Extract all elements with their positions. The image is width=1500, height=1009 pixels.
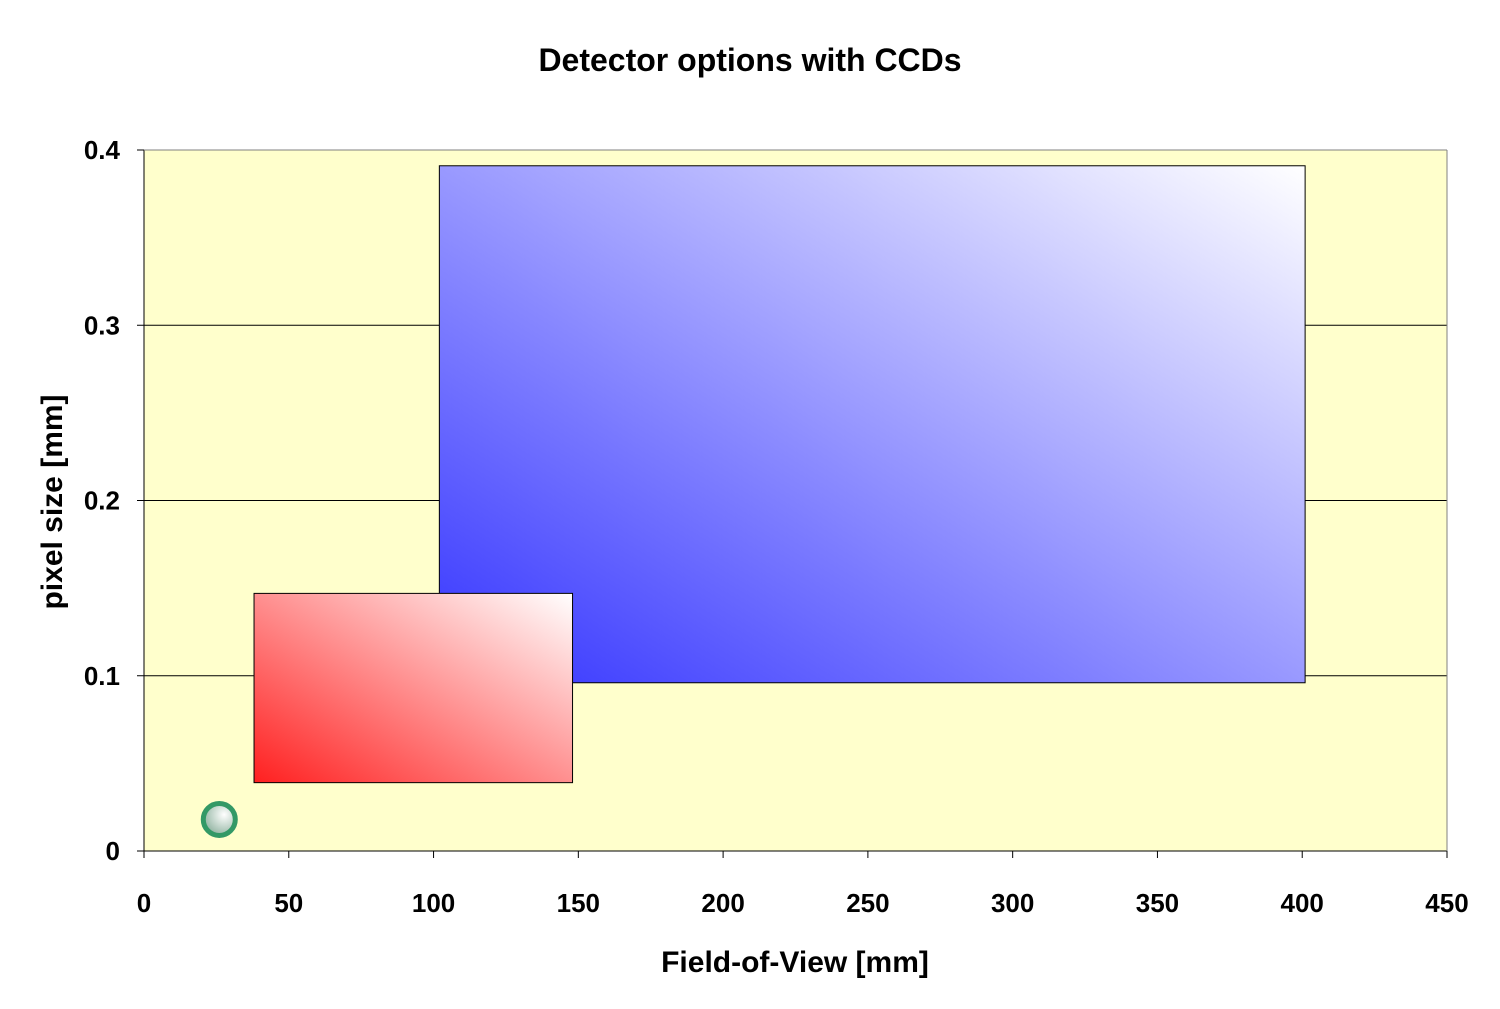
data-point-0: [200, 800, 238, 838]
x-tick-label-1: 50: [274, 888, 303, 918]
x-tick-label-4: 200: [701, 888, 744, 918]
y-tick-label-2: 0.2: [84, 486, 120, 516]
data-points: [200, 800, 238, 838]
x-tick-label-0: 0: [137, 888, 151, 918]
x-tick-label-6: 300: [991, 888, 1034, 918]
x-tick-label-5: 250: [846, 888, 889, 918]
y-tick-label-0: 0: [106, 836, 120, 866]
region-0: [438, 165, 1306, 684]
axes: [137, 149, 1448, 858]
y-tick-label-3: 0.3: [84, 310, 120, 340]
x-tick-label-3: 150: [557, 888, 600, 918]
detector-regions: [253, 165, 1306, 784]
x-tick-label-2: 100: [412, 888, 455, 918]
x-tick-label-8: 400: [1281, 888, 1324, 918]
tick-labels: 0 50 100 150 200 250 300 350 400 450 0 0.1 0.2 0.3 0.4: [84, 135, 1469, 918]
y-axis-label: pixel size [mm]: [36, 394, 69, 609]
chart-title: Detector options with CCDs: [538, 42, 961, 78]
x-axis-label: Field-of-View [mm]: [661, 946, 929, 979]
y-tick-label-1: 0.1: [84, 661, 120, 691]
y-tick-label-4: 0.4: [84, 135, 121, 165]
x-tick-label-9: 450: [1425, 888, 1468, 918]
x-tick-label-7: 350: [1136, 888, 1179, 918]
region-1: [253, 592, 574, 784]
